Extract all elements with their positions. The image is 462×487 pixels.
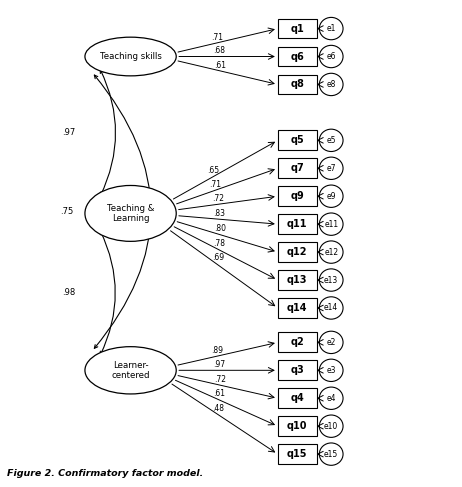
FancyBboxPatch shape [278,19,316,38]
FancyBboxPatch shape [278,388,316,408]
Text: q13: q13 [287,275,307,285]
Text: q15: q15 [287,449,307,459]
Text: Figure 2. Confirmatory factor model.: Figure 2. Confirmatory factor model. [7,469,204,478]
Text: e15: e15 [324,450,338,459]
Text: e3: e3 [327,366,336,375]
Ellipse shape [85,186,176,242]
FancyBboxPatch shape [278,298,316,318]
Text: q2: q2 [290,337,304,347]
Text: .71: .71 [211,33,223,41]
Circle shape [319,359,343,381]
Text: e7: e7 [327,164,336,173]
Text: q5: q5 [290,135,304,145]
Text: q1: q1 [290,23,304,34]
Circle shape [319,185,343,207]
Text: q7: q7 [290,163,304,173]
FancyBboxPatch shape [278,333,316,352]
Text: .68: .68 [213,46,225,56]
Circle shape [319,241,343,263]
Text: .75: .75 [60,207,73,216]
FancyBboxPatch shape [278,131,316,150]
Text: .48: .48 [213,404,225,412]
Circle shape [319,213,343,235]
Text: .89: .89 [211,346,223,355]
FancyBboxPatch shape [278,187,316,206]
FancyBboxPatch shape [278,214,316,234]
Text: .69: .69 [212,253,224,262]
Text: e2: e2 [327,338,336,347]
Text: .78: .78 [213,239,225,248]
Text: e13: e13 [324,276,338,284]
Circle shape [319,45,343,68]
FancyBboxPatch shape [278,360,316,380]
FancyArrowPatch shape [100,231,116,355]
FancyArrowPatch shape [100,70,116,196]
Text: e10: e10 [324,422,338,431]
Text: .72: .72 [214,375,226,384]
Text: q9: q9 [290,191,304,201]
Text: e9: e9 [327,192,336,201]
Text: q6: q6 [290,52,304,61]
Text: .71: .71 [209,180,221,188]
Circle shape [319,269,343,291]
FancyBboxPatch shape [278,242,316,262]
FancyBboxPatch shape [278,416,316,436]
Text: Learner-
centered: Learner- centered [111,360,150,380]
Text: q11: q11 [287,219,307,229]
Text: .61: .61 [213,390,225,398]
Circle shape [319,443,343,465]
Text: q14: q14 [287,303,307,313]
Text: .61: .61 [214,60,226,70]
FancyArrowPatch shape [94,75,151,348]
Text: .83: .83 [213,209,225,218]
Text: Teaching &
Learning: Teaching & Learning [107,204,154,223]
Text: e11: e11 [324,220,338,229]
Text: .97: .97 [62,128,76,137]
Text: q8: q8 [290,79,304,90]
Text: e8: e8 [327,80,336,89]
FancyBboxPatch shape [278,47,316,66]
Ellipse shape [85,37,176,76]
Text: .72: .72 [212,194,224,203]
Ellipse shape [85,347,176,394]
Circle shape [319,18,343,40]
Text: Teaching skills: Teaching skills [100,52,162,61]
Text: e4: e4 [327,394,336,403]
Text: e6: e6 [327,52,336,61]
Circle shape [319,331,343,354]
Circle shape [319,73,343,95]
Text: .97: .97 [213,360,225,369]
Circle shape [319,297,343,319]
Circle shape [319,387,343,410]
Text: .98: .98 [62,288,76,298]
Text: e5: e5 [327,136,336,145]
Text: q10: q10 [287,421,307,431]
Text: .80: .80 [214,224,226,233]
FancyBboxPatch shape [278,75,316,94]
FancyBboxPatch shape [278,158,316,178]
Text: .65: .65 [207,166,219,175]
Text: q4: q4 [290,393,304,403]
Circle shape [319,157,343,179]
Text: e14: e14 [324,303,338,313]
Text: e12: e12 [324,247,338,257]
Circle shape [319,415,343,437]
Text: q12: q12 [287,247,307,257]
Circle shape [319,129,343,151]
FancyBboxPatch shape [278,270,316,290]
Text: e1: e1 [327,24,336,33]
Text: q3: q3 [290,365,304,375]
FancyBboxPatch shape [278,444,316,464]
